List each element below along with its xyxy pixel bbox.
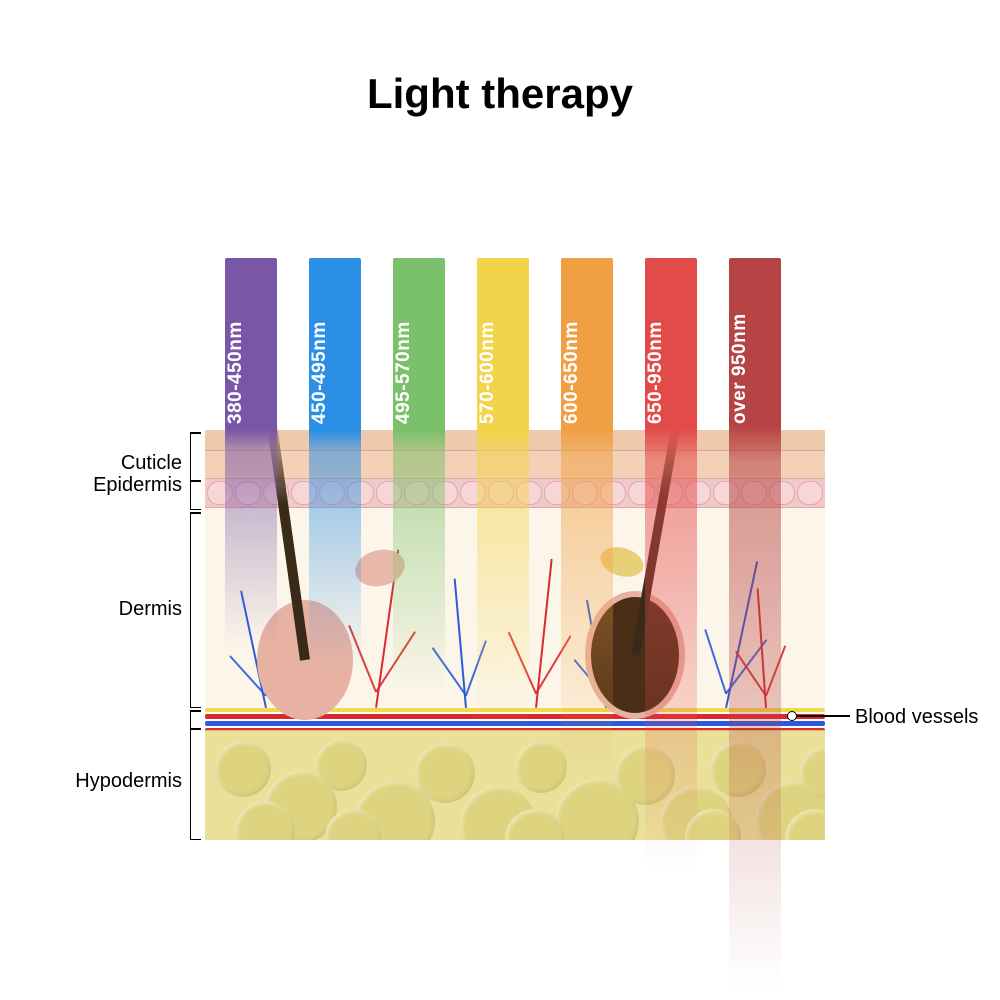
- layer-label: Dermis: [119, 598, 182, 621]
- fat-cells: [205, 731, 825, 840]
- blood-vessel-callout-text: Blood vessels: [855, 706, 978, 729]
- layer-bracket: [190, 432, 191, 510]
- layer-bracket: [190, 710, 191, 840]
- skin-cross-section: [205, 430, 825, 850]
- layer-label: Hypodermis: [75, 770, 182, 793]
- light-bar-label: 600-650nm: [561, 268, 613, 424]
- layer-label: Cuticle: [121, 452, 182, 475]
- light-bar-label: 570-600nm: [477, 268, 529, 424]
- layer-label: Epidermis: [93, 474, 182, 497]
- diagram-title: Light therapy: [0, 70, 1000, 118]
- light-bar-label: over 950nm: [729, 268, 781, 424]
- layer-hypodermis: [205, 730, 825, 840]
- diagram-canvas: { "title": { "text": "Light therapy", "f…: [0, 0, 1000, 1000]
- blood-vessel-callout-line: [796, 715, 850, 717]
- light-bar-label: 380-450nm: [225, 268, 277, 424]
- light-bar-label: 495-570nm: [393, 268, 445, 424]
- layer-cuticle: [205, 450, 825, 478]
- layer-bracket: [190, 512, 191, 708]
- layer-epidermis: [205, 478, 825, 508]
- epidermis-cells: [205, 479, 825, 507]
- light-bar-label: 450-495nm: [309, 268, 361, 424]
- skin-surface: [205, 430, 825, 450]
- light-bar-label: 650-950nm: [645, 268, 697, 424]
